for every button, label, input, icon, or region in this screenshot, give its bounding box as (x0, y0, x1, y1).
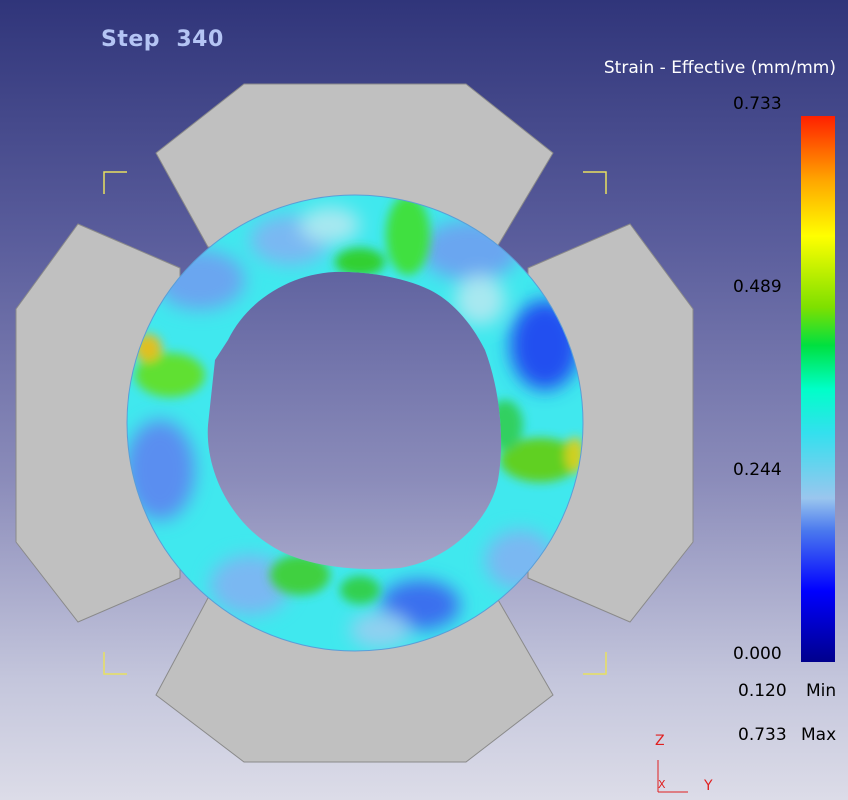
axis-y-label: Y (704, 778, 713, 794)
axis-x-label: X (658, 778, 666, 791)
step-indicator: Step 340 (101, 27, 224, 52)
legend-tick-min: 0.000 (733, 644, 782, 664)
legend-colorbar (801, 116, 835, 662)
legend-title: Strain - Effective (mm/mm) (603, 58, 836, 78)
workpiece-outline (126, 194, 584, 652)
max-label: Max (801, 725, 837, 745)
legend-tick-high: 0.489 (733, 277, 782, 297)
min-label: Min (806, 681, 837, 701)
die-segment-left[interactable] (15, 223, 181, 623)
max-value: 0.733 (738, 725, 787, 745)
die-segment-right[interactable] (527, 223, 694, 623)
step-label: Step (101, 27, 161, 52)
axis-z-label: Z (655, 733, 665, 749)
step-number: 340 (176, 27, 224, 52)
min-value: 0.120 (738, 681, 787, 701)
legend-tick-max: 0.733 (733, 94, 782, 114)
view-corner-marks (103, 171, 607, 675)
axis-triad (657, 760, 688, 793)
legend-tick-low: 0.244 (733, 460, 782, 480)
workpiece-ring[interactable] (100, 180, 600, 670)
